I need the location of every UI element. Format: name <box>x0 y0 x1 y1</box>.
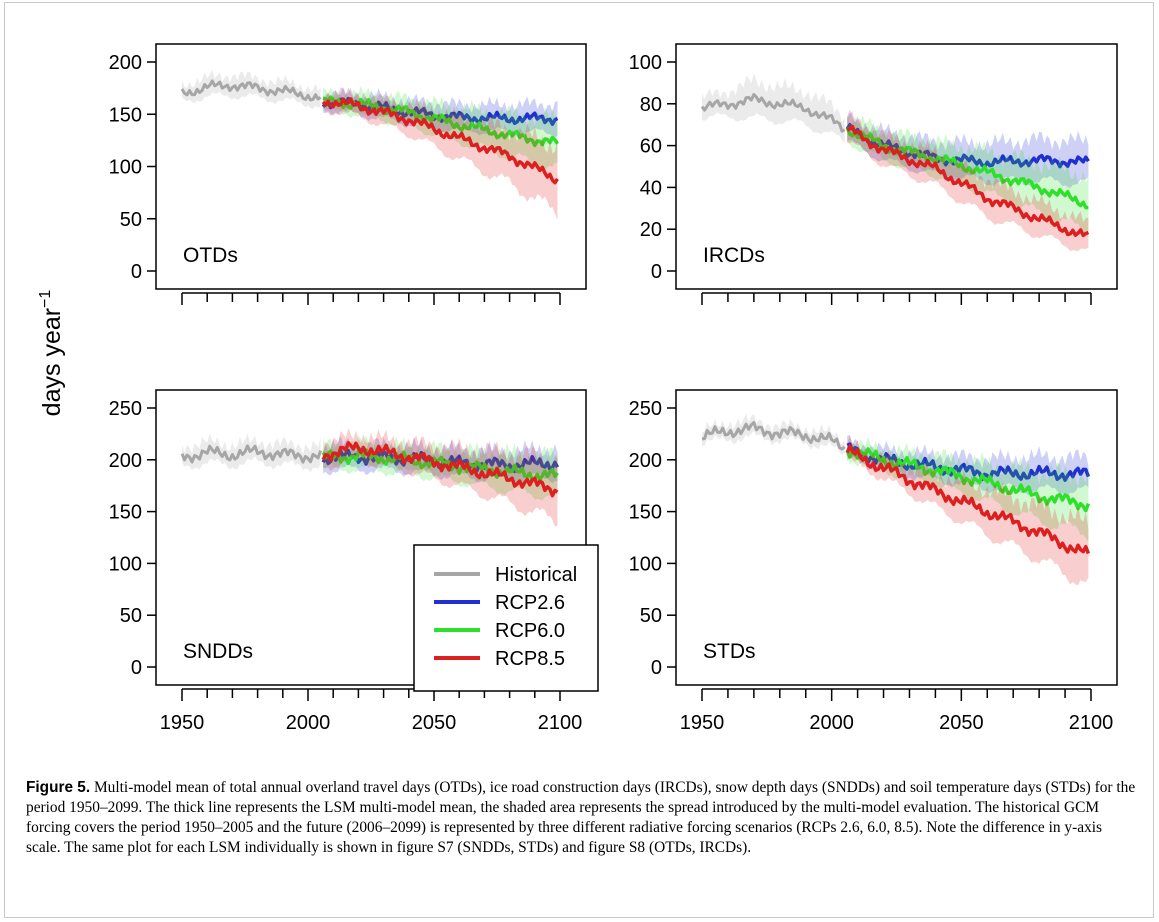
band-historical <box>182 69 321 109</box>
y-tick-label: 0 <box>651 657 662 679</box>
legend-label: RCP2.6 <box>495 592 565 614</box>
figure-chart: days year−1 0 50 100 150 200 OTDs 0 20 40 60 80 100… <box>37 43 1118 734</box>
x-tick-label: 1950 <box>160 712 205 734</box>
y-tick-label: 150 <box>109 502 142 524</box>
x-tick-label: 2000 <box>809 712 854 734</box>
y-tick-label: 250 <box>109 398 142 420</box>
panel-stds: 0 50 100 150 200 250 1950 2000 2050 2100 STDs <box>629 389 1118 734</box>
line-rcp85 <box>321 440 559 498</box>
line-rcp26 <box>846 442 1091 482</box>
y-tick-label: 50 <box>120 605 142 627</box>
y-tick-label: 50 <box>120 209 142 231</box>
y-tick-label: 50 <box>640 605 662 627</box>
panel-sndds: 0 50 100 150 200 250 1950 2000 2050 2100 SNDDs <box>109 389 587 734</box>
figure-frame <box>4 2 1154 918</box>
y-tick-label: 0 <box>131 657 142 679</box>
panel-otds: 0 50 100 150 200 OTDs <box>109 43 587 305</box>
y-tick-label: 100 <box>629 553 662 575</box>
y-tick-label: 150 <box>109 104 142 126</box>
x-tick-label: 2050 <box>939 712 984 734</box>
legend-label: RCP8.5 <box>495 648 565 670</box>
y-tick-label: 150 <box>629 502 662 524</box>
line-rcp60 <box>322 95 559 148</box>
line-historical <box>180 444 323 464</box>
line-rcp85 <box>845 444 1091 555</box>
line-historical <box>700 93 846 133</box>
plot-frame <box>675 389 1118 686</box>
y-axis-label: days year−1 <box>37 290 66 417</box>
legend: Historical RCP2.6 RCP6.0 RCP8.5 <box>413 544 599 692</box>
panel-ircds: 0 20 40 60 80 100 IRCDs <box>629 43 1118 305</box>
panel-label: OTDs <box>183 244 238 267</box>
y-tick-label: 200 <box>629 450 662 472</box>
plot-frame <box>675 43 1118 290</box>
x-tick-label: 2100 <box>538 712 583 734</box>
y-tick-label: 80 <box>640 94 662 116</box>
line-rcp60 <box>321 448 559 483</box>
legend-label: RCP6.0 <box>495 620 565 642</box>
x-tick-label: 2050 <box>412 712 457 734</box>
figure-caption: Figure 5. Multi-model mean of total annu… <box>26 778 1136 858</box>
band-rcp26 <box>323 87 558 138</box>
line-rcp26 <box>845 122 1090 169</box>
x-tick-label: 2000 <box>286 712 331 734</box>
legend-box <box>413 544 599 692</box>
y-tick-label: 20 <box>640 219 662 241</box>
caption-label: Figure 5. <box>26 779 91 796</box>
y-tick-label: 100 <box>629 52 662 74</box>
band-rcp85 <box>847 435 1089 586</box>
line-rcp85 <box>846 124 1090 238</box>
y-tick-label: 0 <box>651 261 662 283</box>
caption-text: Multi-model mean of total annual overlan… <box>26 779 1136 856</box>
panel-label: IRCDs <box>703 244 765 267</box>
y-tick-label: 60 <box>640 136 662 158</box>
band-rcp85 <box>323 86 558 221</box>
y-tick-label: 40 <box>640 177 662 199</box>
x-tick-label: 1950 <box>680 712 725 734</box>
panel-label: STDs <box>703 640 756 663</box>
y-tick-label: 250 <box>629 398 662 420</box>
y-tick-label: 100 <box>109 553 142 575</box>
band-rcp60 <box>847 114 1089 238</box>
plot-frame <box>155 389 587 686</box>
line-historical <box>701 420 846 451</box>
y-tick-label: 200 <box>109 450 142 472</box>
x-tick-label: 2100 <box>1069 712 1114 734</box>
band-historical <box>182 433 321 473</box>
line-rcp85 <box>321 97 559 185</box>
legend-label: Historical <box>495 564 577 586</box>
y-tick-label: 100 <box>109 157 142 179</box>
line-historical <box>180 79 322 102</box>
panel-label: SNDDs <box>183 640 253 663</box>
y-tick-label: 0 <box>131 261 142 283</box>
y-tick-label: 200 <box>109 52 142 74</box>
band-rcp26 <box>847 109 1089 189</box>
